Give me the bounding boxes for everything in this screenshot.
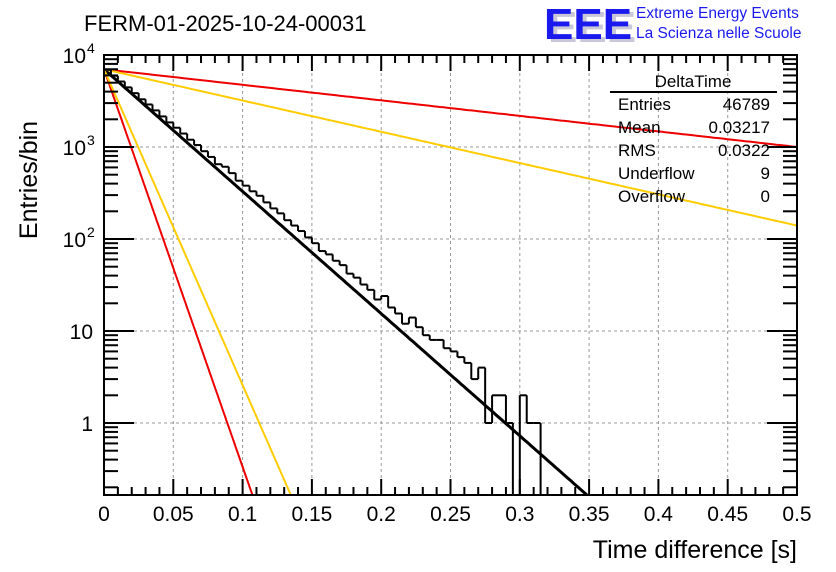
stats-label: RMS [618,141,656,160]
logo-line-2: La Scienza nelle Scuole [636,25,801,42]
stats-value: 9 [761,164,770,183]
logo-mark-shadow: EEE [548,3,636,52]
stats-label: Entries [618,95,671,114]
x-tick-label: 0.3 [505,503,534,526]
y-tick-label: 10 [63,229,86,252]
stats-label: Mean [618,118,661,137]
logo-mark: EEE [544,0,632,49]
stats-label: Overflow [618,187,686,206]
y-tick-label: 10 [63,137,86,160]
x-tick-label: 0.35 [569,503,610,526]
x-tick-label: 0.2 [367,503,396,526]
grid [104,54,797,495]
x-tick-label: 0.5 [782,503,811,526]
y-tick-exponent: 4 [87,40,95,56]
x-tick-label: 0.1 [228,503,257,526]
x-axis: 0 0.05 0.1 0.15 0.2 0.25 0.3 0.35 0.4 0.45 0.5 [98,55,812,526]
stats-title: DeltaTime [655,72,732,91]
curve-yellow-fast [103,68,292,496]
stats-label: Underflow [618,164,695,183]
y-tick-exponent: 3 [87,132,95,148]
curve-red-fast [103,68,254,495]
eee-logo: EEE EEE Extreme Energy Events La Scienza… [544,0,801,52]
curve-red-slow [103,68,798,148]
x-tick-label: 0.15 [291,503,332,526]
y-tick-exponent: 2 [87,224,95,240]
stats-value: 0 [761,187,770,206]
x-tick-label: 0.25 [430,503,471,526]
x-tick-label: 0.45 [707,503,748,526]
y-axis-title: Entries/bin [15,121,43,239]
stats-value: 46789 [723,95,770,114]
y-tick-label: 1 [81,413,93,436]
chart-title: FERM-01-2025-10-24-00031 [84,11,367,36]
stats-box: DeltaTime Entries 46789 Mean 0.03217 RMS 0.03… [610,72,777,206]
x-tick-label: 0.4 [644,503,674,526]
curve-fit [103,68,588,497]
stats-value: 0.03217 [709,118,770,137]
y-tick-label: 10 [70,321,93,344]
x-tick-label: 0 [98,503,110,526]
curves [103,68,798,497]
y-tick-label: 10 [63,45,86,68]
x-axis-title: Time difference [s] [593,536,797,564]
stats-value: 0.0322 [718,141,770,160]
curve-yellow-slow [103,68,798,227]
logo-line-1: Extreme Energy Events [636,5,799,22]
x-tick-label: 0.05 [153,503,194,526]
